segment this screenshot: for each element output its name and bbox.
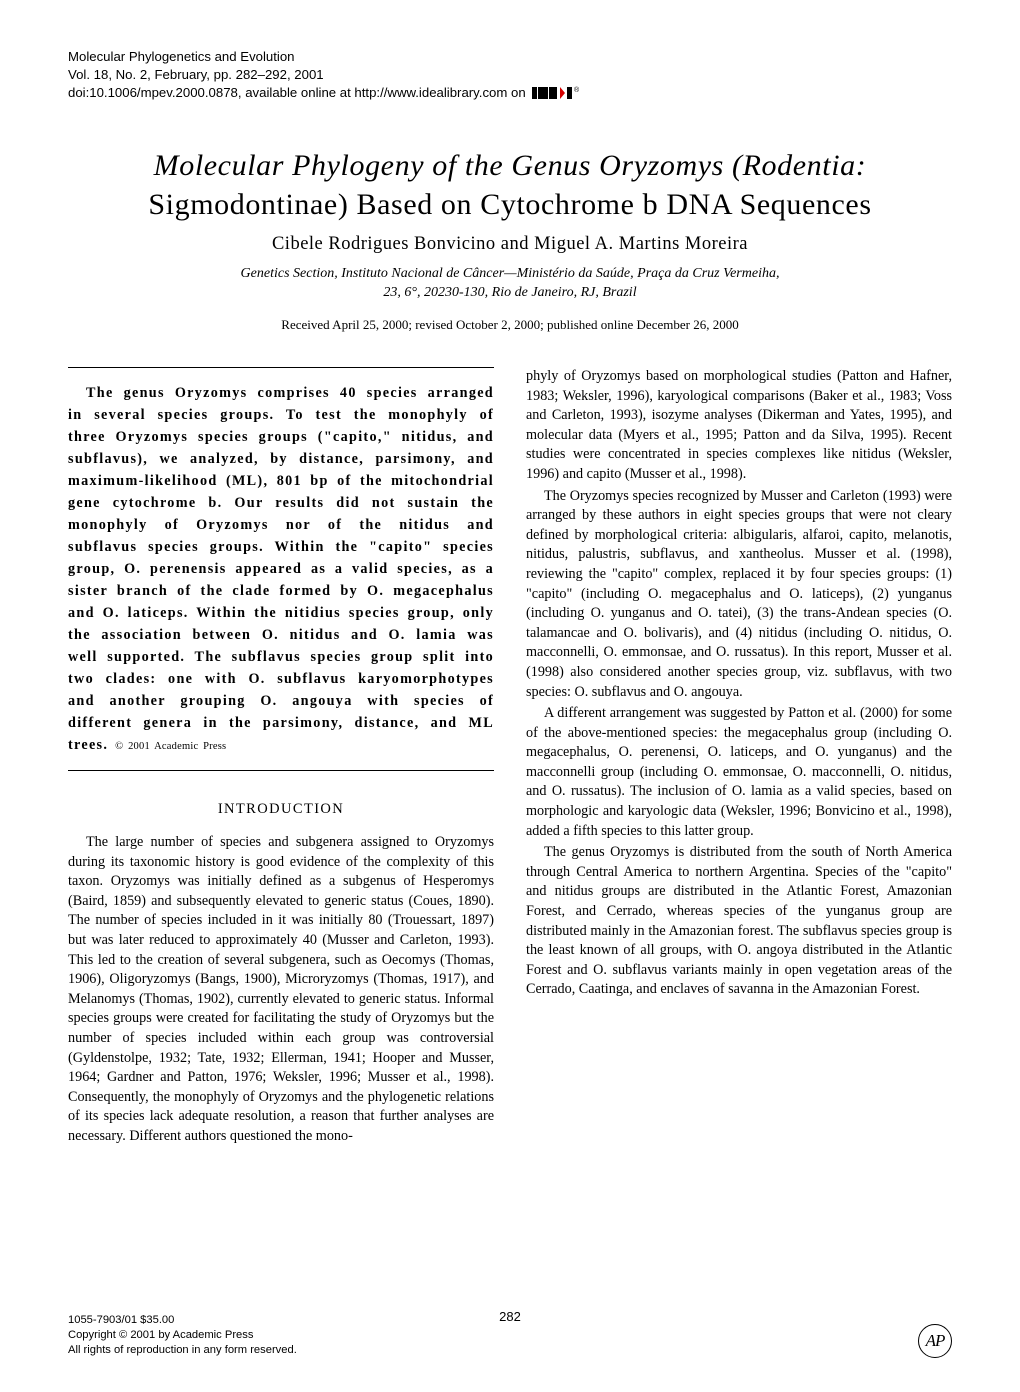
page-root: Molecular Phylogenetics and Evolution Vo… bbox=[0, 0, 1020, 1392]
abstract-block: The genus Oryzomys comprises 40 species … bbox=[68, 367, 494, 771]
footer-rights: All rights of reproduction in any form r… bbox=[68, 1343, 297, 1358]
col2-paragraph-1: phyly of Oryzomys based on morphological… bbox=[526, 367, 952, 485]
title-line-1: Molecular Phylogeny of the Genus Oryzomy… bbox=[154, 149, 867, 182]
article-authors: Cibele Rodrigues Bonvicino and Miguel A.… bbox=[68, 234, 952, 255]
article-dates: Received April 25, 2000; revised October… bbox=[68, 317, 952, 333]
affiliation-line-2: 23, 6°, 20230-130, Rio de Janeiro, RJ, B… bbox=[383, 285, 636, 300]
svg-text:®: ® bbox=[574, 86, 580, 94]
column-left: The genus Oryzomys comprises 40 species … bbox=[68, 367, 494, 1149]
ideal-logo-icon: ® bbox=[532, 85, 586, 101]
footer-copyright: Copyright © 2001 by Academic Press bbox=[68, 1328, 297, 1343]
journal-name: Molecular Phylogenetics and Evolution bbox=[68, 48, 952, 66]
publisher-logo-icon: AP bbox=[918, 1324, 952, 1358]
journal-doi-text: doi:10.1006/mpev.2000.0878, available on… bbox=[68, 84, 526, 102]
intro-paragraph-1: The large number of species and subgener… bbox=[68, 833, 494, 1147]
abstract-text: The genus Oryzomys comprises 40 species … bbox=[68, 382, 494, 756]
intro-heading: INTRODUCTION bbox=[68, 799, 494, 819]
column-right: phyly of Oryzomys based on morphological… bbox=[526, 367, 952, 1149]
title-line-2: Sigmodontinae) Based on Cytochrome b DNA… bbox=[148, 188, 871, 221]
page-footer: 1055-7903/01 $35.00 Copyright © 2001 by … bbox=[68, 1313, 952, 1358]
col2-paragraph-3: A different arrangement was suggested by… bbox=[526, 704, 952, 841]
col2-paragraph-2: The Oryzomys species recognized by Musse… bbox=[526, 487, 952, 703]
article-title: Molecular Phylogeny of the Genus Oryzomy… bbox=[68, 147, 952, 224]
abstract-body: The genus Oryzomys comprises 40 species … bbox=[68, 385, 494, 753]
footer-page-number: 282 bbox=[68, 1309, 952, 1324]
affiliation-line-1: Genetics Section, Instituto Nacional de … bbox=[241, 266, 780, 281]
col2-paragraph-4: The genus Oryzomys is distributed from t… bbox=[526, 843, 952, 1000]
journal-doi-line: doi:10.1006/mpev.2000.0878, available on… bbox=[68, 84, 952, 102]
article-affiliation: Genetics Section, Instituto Nacional de … bbox=[130, 265, 890, 303]
journal-header: Molecular Phylogenetics and Evolution Vo… bbox=[68, 48, 952, 101]
journal-issue: Vol. 18, No. 2, February, pp. 282–292, 2… bbox=[68, 66, 952, 84]
abstract-copyright: © 2001 Academic Press bbox=[115, 741, 226, 752]
body-columns: The genus Oryzomys comprises 40 species … bbox=[68, 367, 952, 1149]
